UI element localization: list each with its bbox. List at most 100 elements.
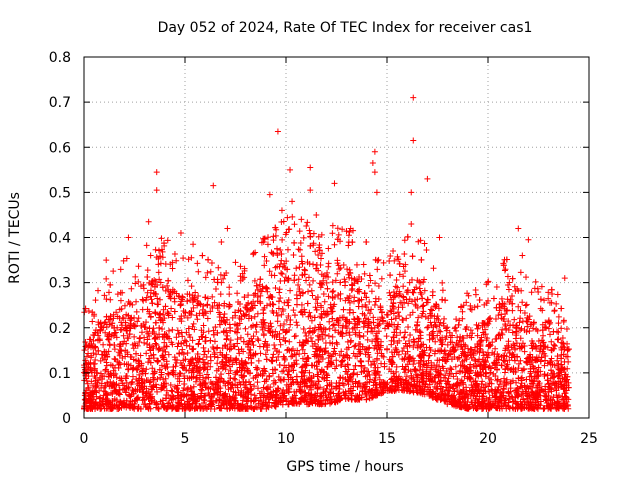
data-point [388,321,395,328]
data-point [105,289,112,296]
data-point [171,308,178,315]
data-point [245,354,252,361]
data-point [117,266,124,273]
data-point [356,329,363,336]
data-point [464,352,471,359]
data-point [329,308,336,315]
data-point [399,316,406,323]
data-point [554,291,561,298]
data-point [165,392,172,399]
data-point [217,363,224,370]
data-point [184,391,191,398]
data-point [303,222,310,229]
data-point [516,319,523,326]
data-point [432,303,439,310]
data-point [90,382,97,389]
data-point [174,357,181,364]
data-point [153,341,160,348]
data-point [401,268,408,275]
data-point [316,247,323,254]
data-point [299,339,306,346]
data-point [555,336,562,343]
data-point [98,323,105,330]
data-point [345,377,352,384]
data-point [452,363,459,370]
data-point [405,300,412,307]
data-point [539,337,546,344]
data-point [395,292,402,299]
data-point [535,364,542,371]
data-point [423,247,430,254]
data-point [262,338,269,345]
data-point [456,399,463,406]
data-point [508,354,515,361]
data-point [136,362,143,369]
data-point [202,338,209,345]
data-point [547,396,554,403]
data-point [424,296,431,303]
data-point [236,350,243,357]
data-point [164,364,171,371]
data-point [150,351,157,358]
data-point [405,354,412,361]
data-point [306,260,313,267]
data-point [561,358,568,365]
data-point [179,333,186,340]
data-point [419,295,426,302]
data-point [229,394,236,401]
data-point [283,364,290,371]
data-point [232,357,239,364]
data-point [419,310,426,317]
data-point [293,295,300,302]
data-point [174,375,181,382]
data-point [419,372,426,379]
data-point [400,293,407,300]
data-point [519,367,526,374]
data-point [90,396,97,403]
data-point [322,310,329,317]
data-point [90,389,97,396]
data-point [349,282,356,289]
data-point [467,327,474,334]
data-point [278,250,285,257]
data-point [431,319,438,326]
data-point [504,273,511,280]
data-point [491,402,498,409]
data-point [157,260,164,267]
data-point [237,334,244,341]
data-point [559,334,566,341]
data-point [149,278,156,285]
data-point [175,340,182,347]
data-point [427,306,434,313]
data-point [457,379,464,386]
data-point [388,337,395,344]
data-point [245,292,252,299]
data-point [348,287,355,294]
data-point [387,252,394,259]
data-point [131,333,138,340]
data-point [374,266,381,273]
data-point [482,357,489,364]
data-point [286,385,293,392]
data-point [273,245,280,252]
data-point [160,306,167,313]
data-point [414,321,421,328]
data-point [328,383,335,390]
data-point [210,345,217,352]
data-point [412,302,419,309]
data-point [337,265,344,272]
data-point [342,278,349,285]
data-point [284,246,291,253]
data-point [242,394,249,401]
data-point [534,378,541,385]
data-point [462,326,469,333]
data-point [390,299,397,306]
data-point [317,321,324,328]
data-point [525,404,532,411]
data-point [559,364,566,371]
data-point [235,346,242,353]
data-point [159,384,166,391]
data-point [523,301,530,308]
data-point [356,334,363,341]
